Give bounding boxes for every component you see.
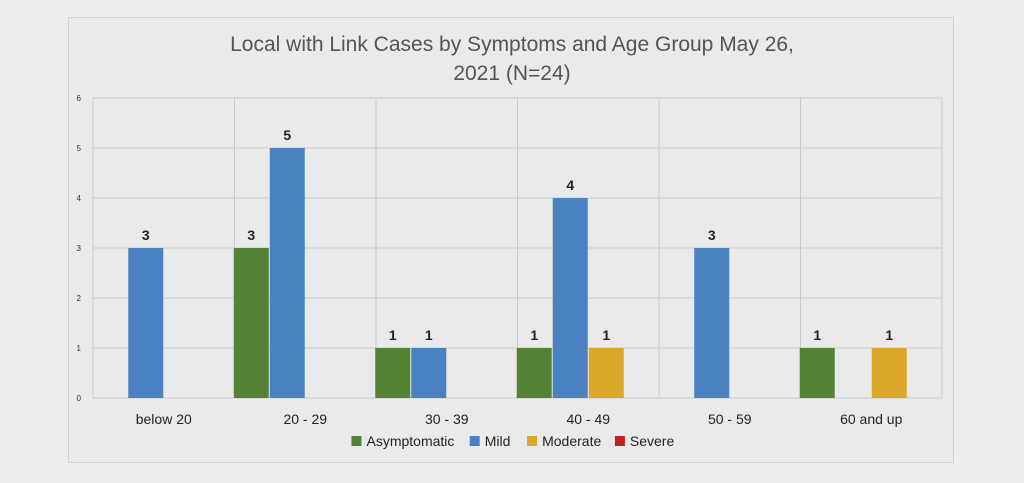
bars: [128, 148, 907, 398]
y-tick-label: 6: [77, 94, 82, 103]
data-labels: 3 3 5 1 1 1 4 1 3 1 1: [142, 127, 894, 343]
y-axis-ticks: 0 1 2 3 4 5 6: [77, 94, 82, 403]
chart-title-line-2: 2021 (N=24): [453, 62, 570, 85]
bar: [871, 348, 907, 398]
data-label: 3: [708, 227, 716, 243]
legend-swatch: [527, 436, 538, 446]
legend-label: Moderate: [542, 433, 601, 449]
bar: [694, 248, 730, 398]
bar: [269, 148, 305, 398]
y-tick-label: 4: [77, 194, 82, 203]
legend-swatch: [469, 436, 480, 446]
x-tick-label: 60 and up: [840, 411, 902, 427]
data-label: 5: [283, 127, 291, 143]
data-label: 3: [142, 227, 150, 243]
bar: [233, 248, 269, 398]
chart-title-line-1: Local with Link Cases by Symptoms and Ag…: [230, 33, 794, 56]
x-axis-ticks: below 20 20 - 29 30 - 39 40 - 49 50 - 59 60 a…: [136, 411, 903, 427]
data-label: 1: [813, 327, 821, 343]
data-label: 1: [530, 327, 538, 343]
legend-label: Asymptomatic: [367, 433, 455, 449]
legend-label: Mild: [485, 433, 511, 449]
bar: [552, 198, 588, 398]
bar: [411, 348, 447, 398]
x-tick-label: 50 - 59: [708, 411, 752, 427]
data-label: 3: [247, 227, 255, 243]
x-tick-label: below 20: [136, 411, 192, 427]
y-tick-label: 0: [77, 394, 82, 403]
bar: [128, 248, 164, 398]
y-tick-label: 2: [77, 294, 82, 303]
bar: [516, 348, 552, 398]
legend-swatch: [351, 436, 362, 446]
y-tick-label: 1: [77, 344, 82, 353]
data-label: 1: [602, 327, 610, 343]
legend-swatch: [614, 436, 625, 446]
data-label: 1: [885, 327, 893, 343]
data-label: 4: [566, 177, 574, 193]
bar: [799, 348, 835, 398]
data-label: 1: [425, 327, 433, 343]
legend: Asymptomatic Mild Moderate Severe: [351, 433, 675, 449]
legend-label: Severe: [630, 433, 675, 449]
y-tick-label: 5: [77, 144, 82, 153]
y-tick-label: 3: [77, 244, 82, 253]
x-tick-label: 40 - 49: [566, 411, 610, 427]
bar: [588, 348, 624, 398]
data-label: 1: [389, 327, 397, 343]
bar: [375, 348, 411, 398]
x-tick-label: 30 - 39: [425, 411, 469, 427]
x-tick-label: 20 - 29: [283, 411, 327, 427]
